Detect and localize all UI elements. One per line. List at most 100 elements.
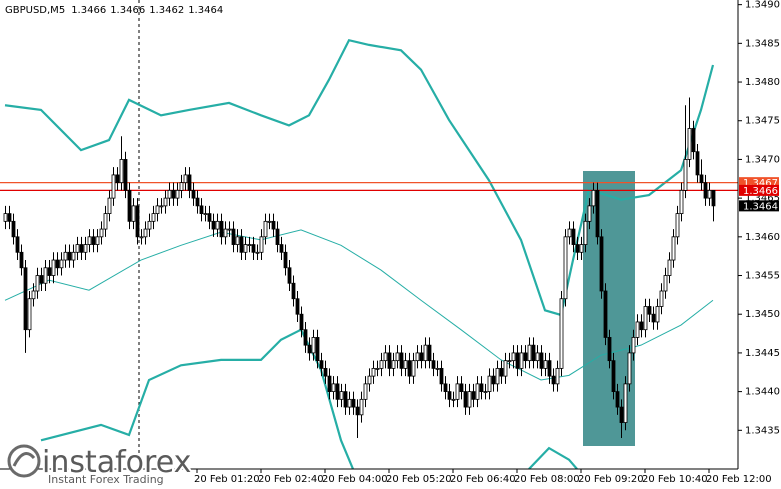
candle-body — [239, 236, 244, 253]
candle-body — [435, 367, 440, 370]
candle-body — [679, 189, 684, 215]
candle-body — [415, 352, 420, 362]
candle-body — [171, 189, 176, 199]
candle-body — [699, 174, 704, 184]
candle-body — [63, 251, 68, 261]
candle-body — [667, 259, 672, 276]
candle-body — [671, 236, 676, 261]
candle-body — [127, 189, 132, 222]
y-tick-label: 1.3445 — [745, 348, 780, 359]
candle-body — [559, 298, 564, 369]
candle-body — [583, 220, 588, 245]
candle-body — [499, 367, 504, 377]
candle-body — [523, 352, 528, 362]
candle-body — [635, 321, 640, 338]
header-high: 1.3466 — [110, 5, 145, 16]
candle-body — [247, 244, 252, 246]
candle-body — [623, 383, 628, 423]
candle-body — [403, 360, 408, 369]
candle-body — [59, 259, 64, 269]
candle-body — [663, 275, 668, 292]
candle-body — [203, 213, 208, 216]
price-tag-label: 1.3467 — [743, 178, 778, 189]
candle-body — [19, 251, 24, 269]
candle-body — [375, 367, 380, 370]
candle-body — [79, 244, 84, 253]
candle-body — [695, 151, 700, 176]
candle-body — [319, 360, 324, 369]
candle-body — [659, 290, 664, 307]
y-tick-label: 1.3470 — [745, 154, 780, 165]
header-open: 1.3466 — [71, 5, 106, 16]
candle-body — [639, 321, 644, 331]
candle-body — [651, 313, 656, 323]
candle-body — [167, 189, 172, 199]
candle-body — [267, 220, 272, 223]
candle-body — [207, 213, 212, 222]
candle-body — [91, 236, 96, 245]
candle-body — [275, 228, 280, 245]
candle-body — [395, 352, 400, 362]
candle-body — [139, 236, 144, 239]
candle-body — [379, 360, 384, 369]
candle-body — [483, 391, 488, 394]
candle-body — [67, 251, 72, 261]
candle-body — [35, 275, 40, 292]
price-tag-box — [739, 177, 779, 189]
candle-body — [143, 228, 148, 238]
candle-body — [567, 228, 572, 238]
candle-body — [631, 337, 636, 354]
candle-body — [407, 360, 412, 377]
candle-body — [711, 189, 716, 207]
x-tick-label: 20 Feb 04:00 — [322, 474, 388, 485]
candle-body — [423, 344, 428, 362]
candle-body — [683, 159, 688, 191]
candle-body — [551, 375, 556, 385]
candle-body — [335, 383, 340, 400]
header-low: 1.3462 — [149, 5, 184, 16]
candle-body — [627, 352, 632, 385]
x-tick-label: 20 Feb 12:00 — [706, 474, 772, 485]
candle-body — [491, 375, 496, 385]
candle-body — [411, 360, 416, 377]
candle-body — [235, 236, 240, 245]
candle-body — [331, 383, 336, 393]
candle-body — [479, 383, 484, 393]
candle-body — [307, 344, 312, 354]
candle-body — [655, 306, 660, 323]
candle-body — [147, 220, 152, 230]
candle-body — [291, 282, 296, 300]
candle-body — [555, 367, 560, 385]
candle-body — [391, 360, 396, 369]
candle-body — [183, 174, 188, 184]
candle-body — [455, 383, 460, 400]
candle-body — [471, 391, 476, 400]
candle-body — [219, 220, 224, 238]
y-tick-label: 1.3480 — [745, 77, 780, 88]
candle-body — [187, 174, 192, 191]
candle-body — [295, 298, 300, 315]
candle-body — [83, 244, 88, 253]
candle-body — [255, 251, 260, 254]
x-tick-label: 20 Feb 06:40 — [450, 474, 516, 485]
candle-body — [495, 367, 500, 385]
candle-body — [399, 352, 404, 369]
candle-body — [387, 352, 392, 369]
candle-body — [27, 298, 32, 331]
candle-body — [447, 391, 452, 400]
candle-body — [71, 251, 76, 261]
price-tag-box — [739, 200, 779, 212]
candle-body — [603, 290, 608, 338]
candle-body — [503, 360, 508, 377]
candle-body — [515, 352, 520, 369]
candle-body — [283, 251, 288, 269]
candle-body — [211, 220, 216, 230]
x-tick-label: 20 Feb 10:40 — [642, 474, 708, 485]
symbol: GBPUSD,M5 — [5, 5, 65, 16]
watermark-logo — [7, 444, 41, 478]
candle-body — [467, 391, 472, 408]
candle-body — [611, 360, 616, 393]
candle-body — [615, 391, 620, 408]
candle-body — [539, 352, 544, 369]
